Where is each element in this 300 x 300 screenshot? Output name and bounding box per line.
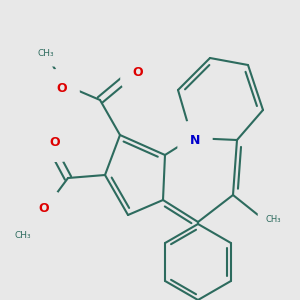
Text: N: N: [190, 134, 200, 146]
Text: O: O: [57, 82, 67, 94]
Text: CH₃: CH₃: [38, 49, 54, 58]
Text: CH₃: CH₃: [15, 230, 31, 239]
Text: O: O: [133, 65, 143, 79]
Text: O: O: [39, 202, 49, 215]
Text: CH₃: CH₃: [266, 215, 281, 224]
Text: O: O: [50, 136, 60, 149]
